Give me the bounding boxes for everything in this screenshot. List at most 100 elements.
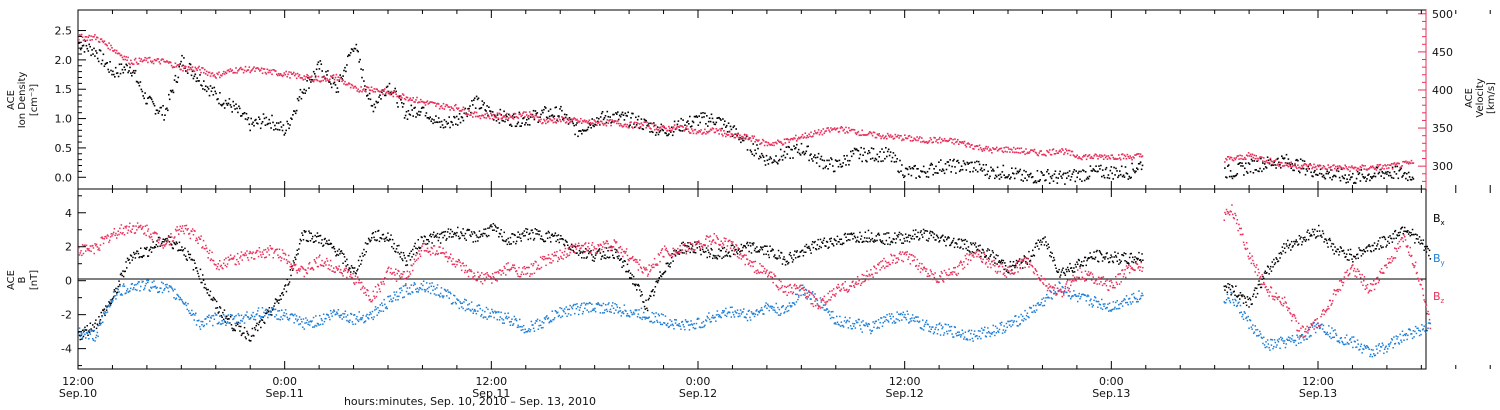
data-point	[1267, 159, 1270, 162]
data-point	[1247, 162, 1250, 164]
data-point	[588, 122, 591, 125]
data-point	[1104, 156, 1107, 159]
data-point	[411, 109, 413, 111]
data-point	[936, 172, 938, 174]
data-point	[144, 247, 147, 250]
data-point	[1405, 160, 1407, 163]
data-point	[595, 303, 598, 305]
data-point	[114, 295, 116, 297]
data-point	[932, 236, 935, 239]
data-point	[358, 61, 360, 63]
data-point	[495, 311, 498, 313]
data-point	[1228, 158, 1231, 160]
data-point	[234, 322, 236, 325]
data-point	[1240, 165, 1242, 167]
data-point	[281, 75, 284, 78]
data-point	[240, 325, 242, 328]
data-point	[1390, 237, 1392, 240]
data-point	[788, 253, 791, 256]
data-point	[1330, 169, 1332, 171]
data-point	[711, 249, 713, 251]
data-point	[439, 233, 441, 235]
data-point	[1353, 181, 1356, 184]
data-point	[1002, 151, 1005, 154]
data-point	[1224, 289, 1226, 291]
data-point	[202, 279, 205, 281]
data-point	[729, 255, 731, 257]
data-point	[283, 134, 286, 136]
data-point	[907, 135, 910, 137]
data-point	[1092, 257, 1094, 260]
data-point	[417, 114, 419, 116]
data-point	[601, 312, 604, 314]
data-point	[985, 164, 987, 166]
data-point	[1381, 236, 1384, 239]
data-point	[913, 165, 915, 168]
data-point	[259, 315, 261, 318]
data-point	[886, 155, 888, 158]
data-point	[829, 163, 831, 165]
data-point	[959, 141, 962, 143]
data-point	[461, 234, 464, 237]
data-point	[422, 101, 425, 104]
data-point	[361, 90, 363, 93]
data-point	[578, 130, 580, 132]
data-point	[229, 314, 232, 316]
data-point	[777, 139, 779, 142]
data-point	[719, 249, 722, 252]
data-point	[329, 243, 331, 245]
data-point	[1064, 183, 1066, 185]
data-point	[925, 140, 928, 143]
data-point	[1380, 168, 1382, 171]
data-point	[130, 72, 132, 74]
data-point	[1329, 166, 1331, 169]
data-point	[1071, 150, 1074, 153]
data-point	[131, 282, 133, 285]
data-point	[761, 154, 764, 157]
data-point	[104, 314, 106, 317]
data-point	[455, 103, 457, 106]
data-point	[359, 90, 361, 92]
data-point	[181, 250, 184, 252]
data-point	[591, 118, 593, 120]
data-point	[805, 150, 808, 153]
data-point	[480, 107, 483, 109]
data-point	[608, 256, 611, 258]
data-point	[372, 232, 374, 234]
data-point	[456, 108, 459, 110]
data-point	[1054, 153, 1057, 155]
data-point	[536, 320, 538, 322]
data-point	[1363, 248, 1365, 251]
data-point	[877, 232, 880, 235]
data-point	[446, 295, 448, 297]
data-point	[1293, 169, 1295, 172]
data-point	[450, 106, 452, 108]
data-point	[1429, 258, 1432, 260]
data-point	[314, 76, 317, 79]
data-point	[835, 128, 838, 130]
data-point	[805, 243, 808, 246]
data-point	[329, 81, 331, 83]
data-point	[303, 88, 305, 91]
data-point	[396, 102, 398, 104]
data-point	[398, 253, 401, 255]
data-point	[406, 96, 409, 99]
data-point	[872, 131, 875, 134]
data-point	[930, 162, 933, 165]
data-point	[625, 270, 628, 273]
data-point	[305, 230, 307, 233]
data-point	[137, 252, 140, 255]
data-point	[294, 74, 296, 77]
data-point	[1337, 170, 1340, 173]
data-point	[531, 113, 534, 116]
data-point	[647, 124, 649, 126]
data-point	[500, 117, 503, 120]
data-point	[864, 151, 866, 154]
data-point	[174, 288, 176, 291]
data-point	[1007, 271, 1009, 274]
data-point	[885, 135, 887, 137]
data-point	[389, 91, 392, 94]
data-point	[1270, 265, 1272, 268]
data-point	[1228, 283, 1231, 286]
data-point	[160, 242, 163, 245]
